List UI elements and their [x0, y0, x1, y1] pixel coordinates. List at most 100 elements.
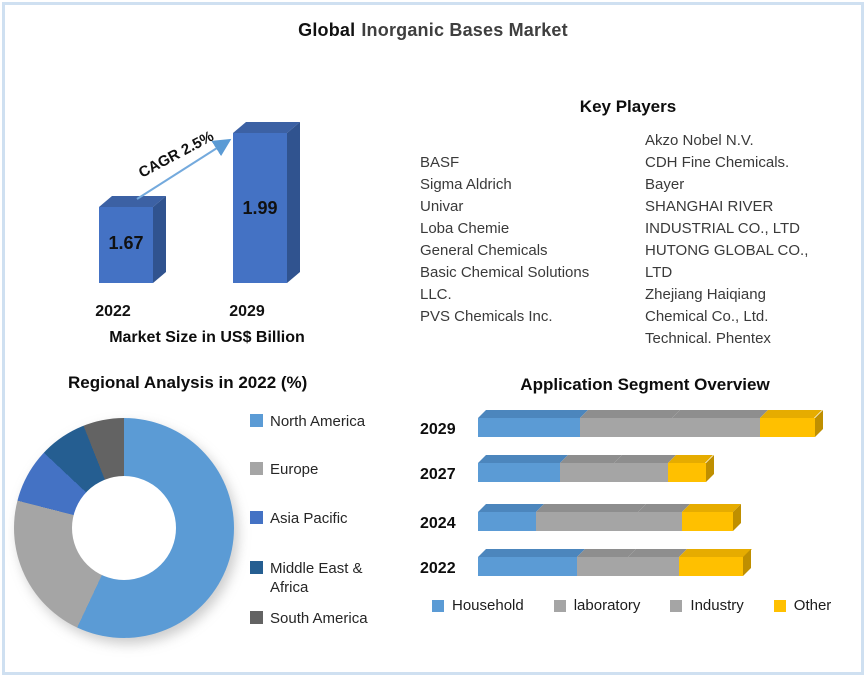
key-player-name: HUTONG GLOBAL CO., — [645, 242, 809, 259]
market-year-2029: 2029 — [229, 303, 265, 320]
bar-segment-household — [478, 512, 536, 531]
legend-label: Other — [793, 597, 832, 614]
bar-segment-laboratory — [576, 557, 628, 576]
key-player-name: SHANGHAI RIVER — [645, 198, 774, 215]
application-year-label: 2029 — [420, 421, 456, 438]
bar-segment-industry — [627, 557, 679, 576]
bar-segment-top-face — [671, 410, 769, 418]
legend-swatch-icon — [553, 599, 566, 612]
key-player-name: Technical. Phentex — [645, 330, 771, 347]
key-player-name: Loba Chemie — [420, 220, 510, 237]
application-legend-item: laboratory — [553, 597, 641, 614]
legend-label: Asia Pacific — [270, 510, 348, 527]
key-player-name: General Chemicals — [420, 242, 548, 259]
market-bar-2022-side-face — [153, 196, 166, 283]
regional-legend: North America Europe Asia Pacific Middle Ea… — [250, 412, 390, 642]
bar-segment-top-face — [627, 549, 687, 557]
regional-heading: Regional Analysis in 2022 (%) — [68, 373, 308, 392]
key-player-name: LLC. — [420, 286, 452, 303]
application-year-label: 2022 — [420, 560, 456, 577]
bar-segment-industry — [614, 463, 669, 482]
legend-swatch-icon — [250, 462, 263, 475]
legend-label: Europe — [270, 461, 319, 478]
legend-label: Middle East & Africa — [270, 560, 363, 596]
bar-segment-top-face — [580, 410, 680, 418]
bar-segment-top-face — [559, 455, 622, 463]
regional-legend-item: South America — [250, 609, 380, 628]
bar-segment-top-face — [478, 504, 544, 512]
bar-segment-top-face — [682, 504, 741, 512]
market-bar-2022 — [99, 207, 153, 283]
bar-segment-top-face — [478, 410, 588, 418]
market-year-2022: 2022 — [95, 303, 131, 320]
key-player-name: BASF — [420, 154, 460, 171]
legend-swatch-icon — [670, 599, 683, 612]
legend-swatch-icon — [250, 414, 263, 427]
bar-segment-laboratory — [559, 463, 614, 482]
application-legend-item: Other — [773, 597, 832, 614]
market-chart-caption: Market Size in US$ Billion — [109, 329, 305, 346]
bar-segment-top-face — [614, 455, 677, 463]
regional-legend-item: Asia Pacific — [250, 509, 380, 528]
bar-segment-other — [682, 512, 733, 531]
bar-segment-top-face — [576, 549, 636, 557]
bar-segment-household — [478, 557, 577, 576]
page-title: Global Inorganic Bases Market — [0, 20, 866, 41]
regional-legend-item: Europe — [250, 460, 380, 479]
donut-hole — [72, 476, 176, 580]
application-year-label: 2027 — [420, 466, 456, 483]
key-players-column-left: BASF Sigma Aldrich Univar Loba Chemie Genera… — [420, 152, 640, 328]
key-player-name: Univar — [420, 198, 464, 215]
market-bar-2029 — [233, 133, 287, 283]
legend-label: South America — [270, 610, 368, 627]
legend-swatch-icon — [250, 511, 263, 524]
key-player-name: LTD — [645, 264, 673, 281]
regional-legend-item: Middle East & Africa — [250, 559, 380, 597]
market-bar-2022-top-face — [99, 196, 166, 207]
application-heading: Application Segment Overview — [520, 375, 770, 394]
cagr-arrow — [136, 138, 232, 200]
legend-label: laboratory — [573, 597, 641, 614]
page-title-main: Inorganic Bases Market — [361, 20, 568, 40]
regional-donut-chart — [14, 418, 234, 638]
bar-segment-household — [478, 463, 560, 482]
legend-label: North America — [270, 413, 366, 430]
key-player-name: Basic Chemical Solutions — [420, 264, 590, 281]
key-player-name: Zhejiang Haiqiang — [645, 286, 766, 303]
legend-label: Industry — [690, 597, 744, 614]
application-legend: Household laboratory Industry Other — [432, 597, 831, 614]
key-player-name: CDH Fine Chemicals. — [645, 154, 790, 171]
key-player-name: Chemical Co., Ltd. — [645, 308, 769, 325]
bar-segment-household — [478, 418, 580, 437]
legend-label: Household — [452, 597, 524, 614]
bar-segment-top-face — [478, 455, 568, 463]
key-player-name: Sigma Aldrich — [420, 176, 512, 193]
key-player-name: PVS Chemicals Inc. — [420, 308, 553, 325]
bar-segment-other — [760, 418, 815, 437]
application-legend-item: Industry — [670, 597, 744, 614]
legend-swatch-icon — [432, 599, 444, 612]
market-bar-2029-top-face — [233, 122, 300, 133]
bar-segment-top-face — [760, 410, 823, 418]
legend-swatch-icon — [250, 561, 263, 574]
regional-legend-item: North America — [250, 412, 380, 431]
bar-segment-industry — [637, 512, 682, 531]
key-player-name: Akzo Nobel N.V. — [645, 132, 754, 149]
key-player-name: INDUSTRIAL CO., LTD — [645, 220, 801, 237]
application-year-label: 2024 — [420, 515, 456, 532]
market-bar-2022-value: 1.67 — [108, 233, 144, 253]
key-players-column-right: Akzo Nobel N.V. CDH Fine Chemicals. Bayer S… — [645, 130, 860, 350]
market-bar-2029-side-face — [287, 122, 300, 283]
bar-segment-top-face — [478, 549, 585, 557]
page-title-prefix: Global — [298, 20, 356, 40]
bar-segment-top-face — [535, 504, 646, 512]
legend-swatch-icon — [250, 611, 263, 624]
market-bar-2029-value: 1.99 — [242, 198, 278, 218]
bar-segment-industry — [671, 418, 761, 437]
application-legend-item: Household — [432, 597, 524, 614]
bar-segment-laboratory — [535, 512, 638, 531]
bar-segment-other — [678, 557, 744, 576]
bar-segment-laboratory — [580, 418, 672, 437]
key-player-name: Bayer — [645, 176, 685, 193]
